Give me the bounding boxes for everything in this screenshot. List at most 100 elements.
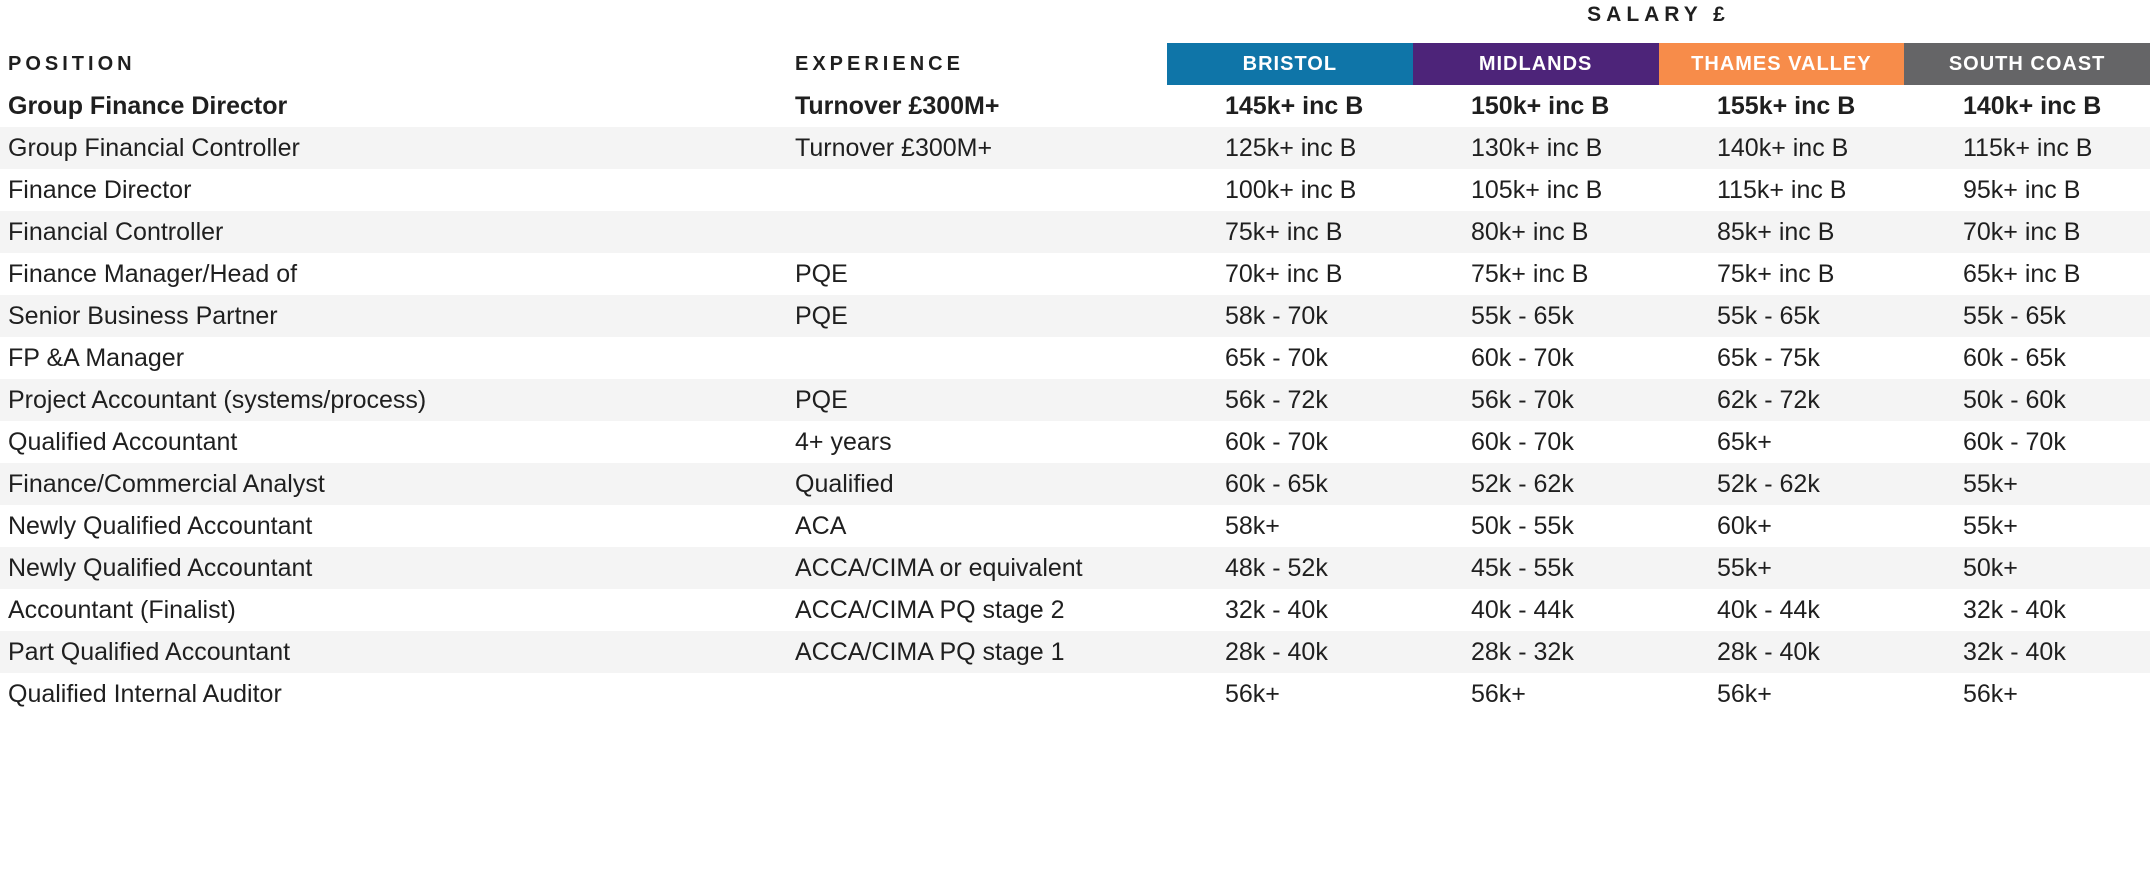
salary-cell-bristol: 70k+ inc B [1225,260,1343,288]
salary-cell-midlands: 56k+ [1471,680,1526,708]
salary-cell-thames-valley: 55k+ [1717,554,1772,582]
salary-cell-midlands: 45k - 55k [1471,554,1574,582]
salary-cell-bristol: 32k - 40k [1225,596,1328,624]
experience-cell: PQE [795,260,848,288]
salary-cell-thames-valley: 28k - 40k [1717,638,1820,666]
position-column-header: POSITION [8,53,136,75]
salary-cell-bristol: 125k+ inc B [1225,134,1357,162]
salary-cell-south-coast: 55k+ [1963,470,2018,498]
table-row: Financial Controller 75k+ inc B 80k+ inc B… [0,211,2150,253]
experience-cell: Turnover £300M+ [795,134,993,162]
salary-cell-thames-valley: 65k - 75k [1717,344,1820,372]
experience-cell: PQE [795,302,848,330]
salary-cell-bristol: 145k+ inc B [1225,92,1364,120]
salary-cell-thames-valley: 62k - 72k [1717,386,1820,414]
experience-cell: Qualified [795,470,894,498]
salary-cell-bristol: 58k - 70k [1225,302,1328,330]
salary-cell-south-coast: 50k+ [1963,554,2018,582]
experience-cell: Turnover £300M+ [795,92,1000,120]
salary-cell-south-coast: 55k+ [1963,512,2018,540]
salary-cell-south-coast: 95k+ inc B [1963,176,2081,204]
salary-cell-south-coast: 115k+ inc B [1963,134,2093,162]
salary-cell-south-coast: 50k - 60k [1963,386,2066,414]
salary-cell-midlands: 28k - 32k [1471,638,1574,666]
table-row: Group Finance Director Turnover £300M+ 145… [0,85,2150,127]
table-row: Finance/Commercial Analyst Qualified 60k -… [0,463,2150,505]
table-row: Project Accountant (systems/process) PQE 5… [0,379,2150,421]
table-row: Part Qualified Accountant ACCA/CIMA PQ st… [0,631,2150,673]
salary-cell-thames-valley: 40k - 44k [1717,596,1820,624]
salary-cell-bristol: 48k - 52k [1225,554,1328,582]
salary-cell-south-coast: 60k - 65k [1963,344,2066,372]
region-header-bands: BRISTOL MIDLANDS THAMES VALLEY SOUTH COAST [1167,43,2150,85]
table-row: FP &A Manager 65k - 70k 60k - 70k 65k - 75k… [0,337,2150,379]
salary-cell-midlands: 50k - 55k [1471,512,1574,540]
position-cell: Financial Controller [8,218,224,246]
salary-cell-bristol: 56k+ [1225,680,1280,708]
table-row: Group Financial Controller Turnover £300M… [0,127,2150,169]
region-header-midlands: MIDLANDS [1412,43,1659,85]
salary-cell-thames-valley: 55k - 65k [1717,302,1820,330]
salary-cell-bristol: 58k+ [1225,512,1280,540]
salary-cell-thames-valley: 65k+ [1717,428,1772,456]
experience-column-header: EXPERIENCE [795,53,964,75]
salary-cell-south-coast: 70k+ inc B [1963,218,2081,246]
experience-cell: ACA [795,512,847,540]
position-cell: Finance/Commercial Analyst [8,470,325,498]
salary-cell-midlands: 60k - 70k [1471,344,1574,372]
table-row: Senior Business Partner PQE 58k - 70k 55k -… [0,295,2150,337]
experience-cell: ACCA/CIMA PQ stage 1 [795,638,1065,666]
salary-cell-south-coast: 32k - 40k [1963,596,2066,624]
salary-cell-midlands: 40k - 44k [1471,596,1574,624]
salary-group-header: SALARY £ [1587,3,1730,26]
position-cell: Accountant (Finalist) [8,596,236,624]
salary-cell-midlands: 60k - 70k [1471,428,1574,456]
position-cell: Finance Director [8,176,192,204]
position-cell: Newly Qualified Accountant [8,554,313,582]
experience-cell: PQE [795,386,848,414]
position-cell: Project Accountant (systems/process) [8,386,427,414]
position-cell: Qualified Accountant [8,428,238,456]
position-cell: Senior Business Partner [8,302,278,330]
salary-cell-bristol: 28k - 40k [1225,638,1328,666]
position-cell: Part Qualified Accountant [8,638,291,666]
salary-cell-south-coast: 56k+ [1963,680,2018,708]
salary-cell-midlands: 55k - 65k [1471,302,1574,330]
salary-cell-thames-valley: 60k+ [1717,512,1772,540]
position-cell: Newly Qualified Accountant [8,512,313,540]
table-row: Accountant (Finalist) ACCA/CIMA PQ stage … [0,589,2150,631]
salary-cell-midlands: 150k+ inc B [1471,92,1610,120]
salary-cell-midlands: 52k - 62k [1471,470,1574,498]
table-row: Finance Director 100k+ inc B 105k+ inc B 11… [0,169,2150,211]
table-body: Group Finance Director Turnover £300M+ 145… [0,85,2150,715]
position-cell: FP &A Manager [8,344,185,372]
table-row: Newly Qualified Accountant ACCA/CIMA or e… [0,547,2150,589]
salary-cell-south-coast: 60k - 70k [1963,428,2066,456]
salary-cell-south-coast: 65k+ inc B [1963,260,2081,288]
position-cell: Qualified Internal Auditor [8,680,282,708]
position-cell: Finance Manager/Head of [8,260,298,288]
salary-cell-bristol: 60k - 70k [1225,428,1328,456]
salary-cell-thames-valley: 75k+ inc B [1717,260,1835,288]
experience-cell: ACCA/CIMA PQ stage 2 [795,596,1065,624]
salary-cell-thames-valley: 155k+ inc B [1717,92,1856,120]
salary-cell-south-coast: 55k - 65k [1963,302,2066,330]
salary-cell-thames-valley: 56k+ [1717,680,1772,708]
salary-cell-midlands: 130k+ inc B [1471,134,1603,162]
region-header-thames-valley: THAMES VALLEY [1658,43,1905,85]
salary-cell-midlands: 56k - 70k [1471,386,1574,414]
salary-cell-south-coast: 32k - 40k [1963,638,2066,666]
table-row: Qualified Internal Auditor 56k+ 56k+ 56k+ 56… [0,673,2150,715]
table-row: Newly Qualified Accountant ACA 58k+ 50k - 5… [0,505,2150,547]
position-cell: Group Financial Controller [8,134,300,162]
table-row: Qualified Accountant 4+ years 60k - 70k 60k… [0,421,2150,463]
salary-cell-thames-valley: 52k - 62k [1717,470,1820,498]
experience-cell: ACCA/CIMA or equivalent [795,554,1083,582]
salary-cell-bristol: 65k - 70k [1225,344,1328,372]
salary-cell-thames-valley: 140k+ inc B [1717,134,1849,162]
salary-cell-bristol: 60k - 65k [1225,470,1328,498]
salary-cell-midlands: 75k+ inc B [1471,260,1589,288]
region-header-south-coast: SOUTH COAST [1904,43,2150,85]
experience-cell: 4+ years [795,428,892,456]
salary-cell-south-coast: 140k+ inc B [1963,92,2102,120]
